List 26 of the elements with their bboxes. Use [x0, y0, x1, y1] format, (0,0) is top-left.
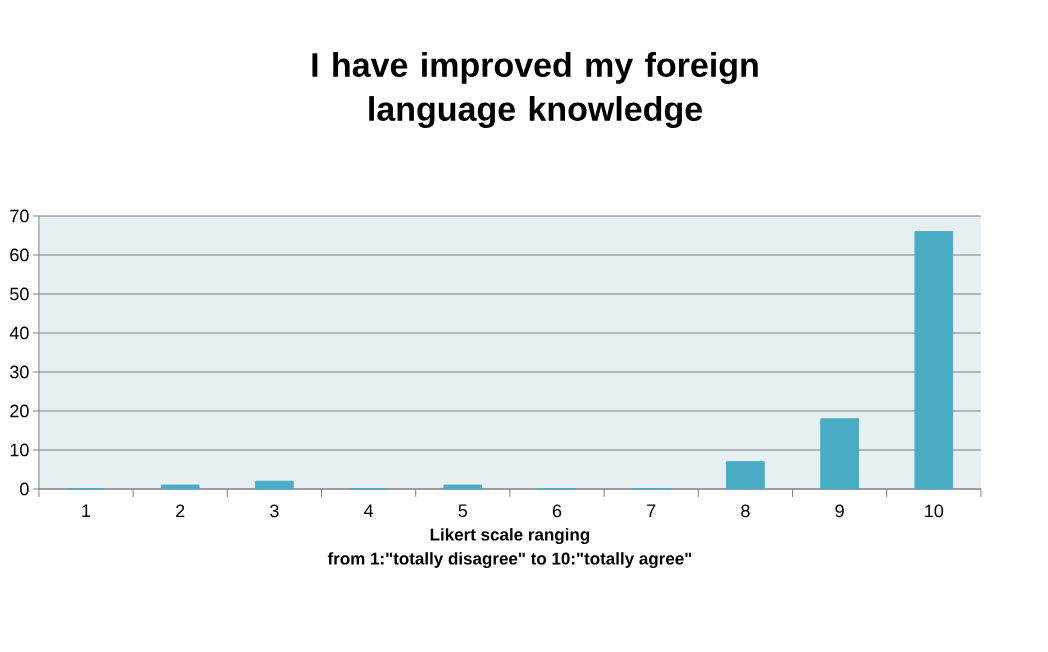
- x-tick-label: 3: [270, 504, 279, 518]
- x-tick-label: 4: [364, 504, 374, 517]
- y-tick-label: 50: [10, 287, 29, 301]
- x-tick-label: 5: [458, 504, 468, 518]
- x-tick-label: 1: [82, 504, 91, 517]
- bar: [820, 418, 859, 490]
- y-tick-label: 60: [10, 248, 29, 262]
- y-tick-label: 30: [10, 365, 29, 379]
- y-tick-label: 0: [20, 482, 29, 496]
- x-tick-label: 10: [925, 504, 944, 518]
- x-tick-label: 9: [835, 504, 844, 518]
- bar: [443, 484, 483, 490]
- bar: [255, 480, 294, 490]
- y-tick-label: 10: [10, 443, 29, 457]
- chart-title: I have improved my foreign language knowledge: [312, 52, 758, 128]
- x-tick-label: 6: [552, 504, 562, 518]
- bar: [914, 231, 954, 490]
- x-tick-label: 2: [176, 504, 185, 518]
- x-tick-label: 7: [647, 504, 656, 517]
- x-axis-title: Likert scale ranging from 1:"totally disagree" to 10:"totally agree": [327, 528, 692, 569]
- x-tick-label: 8: [741, 504, 750, 518]
- bar: [726, 461, 765, 490]
- y-tick-label: 70: [10, 209, 29, 223]
- y-tick-label: 40: [9, 326, 29, 340]
- y-tick-label: 20: [10, 404, 29, 418]
- bar: [160, 484, 200, 490]
